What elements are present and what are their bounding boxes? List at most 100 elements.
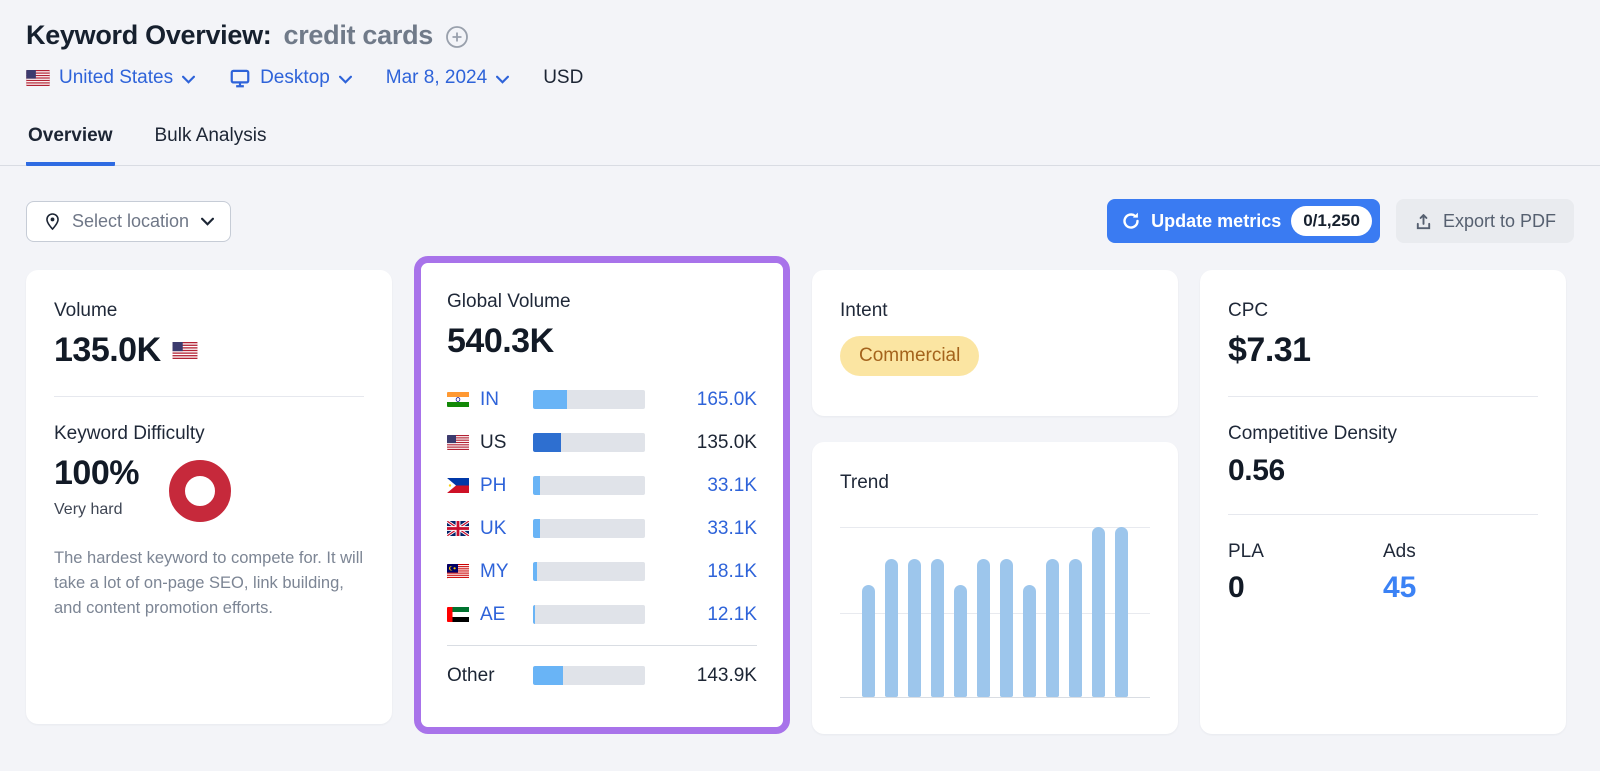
- global-volume-row[interactable]: IN 165.0K: [447, 385, 757, 414]
- country-bar-track: [533, 390, 645, 409]
- global-volume-row: US 135.0K: [447, 428, 757, 457]
- country-value[interactable]: 33.1K: [707, 517, 757, 539]
- country-code[interactable]: MY: [480, 560, 509, 582]
- update-metrics-quota-badge: 0/1,250: [1291, 206, 1372, 236]
- country-value[interactable]: 12.1K: [707, 603, 757, 625]
- cpc-value: $7.31: [1228, 331, 1311, 369]
- global-volume-label: Global Volume: [447, 291, 571, 312]
- device-filter[interactable]: Desktop: [229, 67, 352, 89]
- trend-bar: [977, 559, 990, 697]
- trend-bars: [862, 527, 1128, 697]
- country-code[interactable]: PH: [480, 474, 507, 496]
- trend-bar: [1023, 584, 1036, 697]
- export-to-pdf-button[interactable]: Export to PDF: [1395, 199, 1574, 243]
- tab-bulk-analysis[interactable]: Bulk Analysis: [154, 125, 267, 146]
- keyword-difficulty-value: 100%: [54, 454, 139, 492]
- export-upload-icon: [1414, 212, 1433, 231]
- global-volume-row[interactable]: MY 18.1K: [447, 557, 757, 586]
- chevron-down-icon: [201, 217, 215, 226]
- location-pin-icon: [43, 212, 62, 231]
- tab-overview[interactable]: Overview: [26, 119, 115, 166]
- add-keyword-icon[interactable]: [445, 25, 469, 49]
- tab-bar: Overview Bulk Analysis: [0, 119, 1600, 166]
- global-volume-row[interactable]: PH 33.1K: [447, 471, 757, 500]
- country-bar-fill: [533, 519, 540, 538]
- trend-bar: [1115, 527, 1128, 697]
- chevron-down-icon: [338, 75, 352, 84]
- ads-value[interactable]: 45: [1383, 571, 1417, 604]
- cpc-card: CPC $7.31 Competitive Density 0.56 PLA 0…: [1200, 270, 1566, 734]
- country-bar-track: [533, 519, 645, 538]
- country-code[interactable]: UK: [480, 517, 507, 539]
- country-code[interactable]: IN: [480, 388, 499, 410]
- trend-bar: [931, 559, 944, 697]
- volume-difficulty-card: Volume 135.0K Keyword Difficulty 100% Ve…: [26, 270, 392, 724]
- keyword-difficulty-row: 100% Very hard: [54, 454, 364, 522]
- refresh-icon: [1121, 211, 1141, 231]
- global-volume-row[interactable]: AE 12.1K: [447, 600, 757, 629]
- country-bar-track: [533, 562, 645, 581]
- trend-bar: [908, 559, 921, 697]
- country-value: 135.0K: [696, 431, 757, 453]
- country-value[interactable]: 33.1K: [707, 474, 757, 496]
- volume-value-row: 135.0K: [54, 331, 364, 370]
- country-bar-fill: [533, 390, 568, 409]
- trend-bar: [885, 559, 898, 697]
- country-filter[interactable]: United States: [26, 67, 196, 89]
- country-code: US: [480, 431, 507, 453]
- currency-label: USD: [543, 67, 584, 88]
- country-filter-label: United States: [59, 67, 174, 88]
- country-bar-track: [533, 433, 645, 452]
- malaysia-flag-icon: [447, 564, 471, 579]
- us-flag-icon: [26, 70, 50, 86]
- country-value: 143.9K: [696, 664, 757, 686]
- global-volume-card: Global Volume 540.3K IN 165.0K: [421, 263, 783, 727]
- us-flag-icon: [447, 435, 471, 450]
- difficulty-donut-gauge: [168, 460, 231, 522]
- country-bar-track: [533, 666, 645, 685]
- competitive-density-value: 0.56: [1228, 454, 1285, 487]
- country-code[interactable]: AE: [480, 603, 506, 625]
- global-volume-highlight-frame: Global Volume 540.3K IN 165.0K: [414, 256, 790, 734]
- ads-label: Ads: [1383, 541, 1416, 562]
- filter-bar: United States Desktop Mar 8, 2024 USD: [26, 67, 1574, 89]
- trend-card: Trend: [812, 442, 1178, 734]
- ads-block: Ads 45: [1383, 541, 1538, 605]
- intent-card: Intent Commercial: [812, 270, 1178, 416]
- select-location-button[interactable]: Select location: [26, 200, 232, 242]
- keyword-difficulty-label: Keyword Difficulty: [54, 423, 205, 444]
- pla-ads-row: PLA 0 Ads 45: [1228, 541, 1538, 605]
- trend-bar: [1069, 559, 1082, 697]
- pla-block: PLA 0: [1228, 541, 1383, 605]
- philippines-flag-icon: [447, 478, 471, 493]
- toolbar-actions: Update metrics 0/1,250 Export to PDF: [1107, 199, 1574, 243]
- desktop-icon: [229, 67, 251, 89]
- date-filter[interactable]: Mar 8, 2024: [385, 67, 510, 89]
- global-volume-rows: IN 165.0K US 135.0K: [447, 385, 757, 690]
- card-divider: [1228, 514, 1538, 515]
- global-volume-row: Other 143.9K: [447, 661, 757, 690]
- date-filter-label: Mar 8, 2024: [385, 67, 488, 88]
- trend-bar: [1046, 559, 1059, 697]
- page-keyword: credit cards: [283, 20, 434, 50]
- country-value[interactable]: 18.1K: [707, 560, 757, 582]
- country-value[interactable]: 165.0K: [696, 388, 757, 410]
- global-volume-value: 540.3K: [447, 322, 554, 360]
- country-bar-track: [533, 605, 645, 624]
- country-bar-fill: [533, 433, 561, 452]
- intent-badge[interactable]: Commercial: [840, 336, 980, 376]
- competitive-density-label: Competitive Density: [1228, 423, 1397, 444]
- update-metrics-button[interactable]: Update metrics 0/1,250: [1107, 199, 1380, 243]
- country-bar-track: [533, 476, 645, 495]
- country-code: Other: [447, 664, 495, 686]
- select-location-label: Select location: [72, 210, 190, 231]
- page-header: Keyword Overview: credit cards: [26, 20, 1574, 51]
- keyword-difficulty-level: Very hard: [54, 501, 123, 518]
- country-bar-fill: [533, 476, 540, 495]
- global-volume-row[interactable]: UK 33.1K: [447, 514, 757, 543]
- update-metrics-label: Update metrics: [1151, 210, 1282, 231]
- chart-baseline: [840, 697, 1150, 698]
- trend-bar: [1000, 559, 1013, 697]
- country-bar-fill: [533, 562, 537, 581]
